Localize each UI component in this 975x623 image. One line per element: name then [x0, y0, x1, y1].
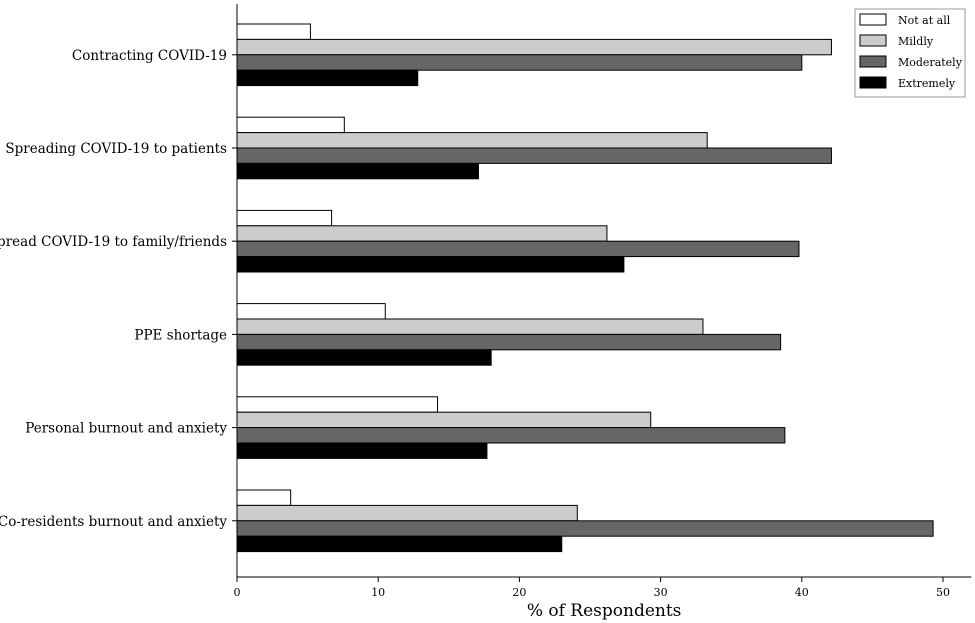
bar-not-at-all-0 [236, 23, 311, 40]
bar-moderately-5 [236, 520, 934, 537]
bar-not-at-all-4 [236, 396, 439, 413]
x-tick-label: 10 [371, 586, 385, 599]
bar-not-at-all-1 [236, 116, 345, 134]
x-tick-label: 50 [936, 586, 950, 599]
legend-label: Not at all [898, 14, 951, 27]
bar-moderately-0 [236, 54, 803, 71]
bar-mildly-0 [236, 38, 832, 56]
bar-mildly-4 [236, 411, 652, 429]
bar-extremely-0 [236, 69, 419, 87]
bar-extremely-4 [236, 442, 488, 459]
legend-label: Mildly [898, 35, 934, 48]
bar-extremely-3 [236, 349, 492, 366]
category-label: Spread COVID-19 to family/friends [0, 234, 227, 250]
x-tick-label: 40 [795, 586, 809, 599]
legend-swatch [859, 55, 887, 68]
bar-moderately-1 [236, 147, 832, 164]
x-ticks: 0 10 20 30 40 50 [234, 577, 950, 599]
bar-moderately-2 [236, 240, 800, 258]
bar-mildly-2 [236, 225, 608, 242]
legend-swatch [859, 34, 887, 47]
x-tick-label: 30 [654, 586, 668, 599]
legend-swatch [859, 13, 887, 26]
bar-moderately-4 [236, 427, 786, 444]
bar-extremely-1 [236, 162, 479, 180]
legend-swatch [859, 76, 887, 89]
category-labels: Contracting COVID-19 Spreading COVID-19 t… [0, 48, 237, 530]
category-label: Co-residents burnout and anxiety [0, 514, 227, 530]
bar-extremely-5 [236, 535, 563, 553]
legend-label: Moderately [898, 56, 963, 69]
category-label: Personal burnout and anxiety [25, 421, 227, 437]
x-tick-label: 0 [234, 586, 241, 599]
bar-mildly-1 [236, 132, 708, 149]
x-tick-label: 20 [512, 586, 526, 599]
bars-group [236, 23, 934, 553]
bar-mildly-5 [236, 504, 578, 522]
bar-mildly-3 [236, 318, 704, 335]
bar-not-at-all-2 [236, 209, 333, 227]
bar-moderately-3 [236, 333, 782, 351]
bar-extremely-2 [236, 256, 625, 273]
bar-not-at-all-3 [236, 303, 386, 320]
category-label: Spreading COVID-19 to patients [5, 141, 227, 157]
legend-label: Extremely [898, 77, 956, 90]
bar-not-at-all-5 [236, 489, 292, 506]
category-label: PPE shortage [134, 327, 227, 343]
x-axis-title: % of Respondents [527, 601, 682, 621]
legend: Not at all Mildly Moderately Extremely [854, 8, 966, 98]
category-label: Contracting COVID-19 [72, 48, 227, 64]
